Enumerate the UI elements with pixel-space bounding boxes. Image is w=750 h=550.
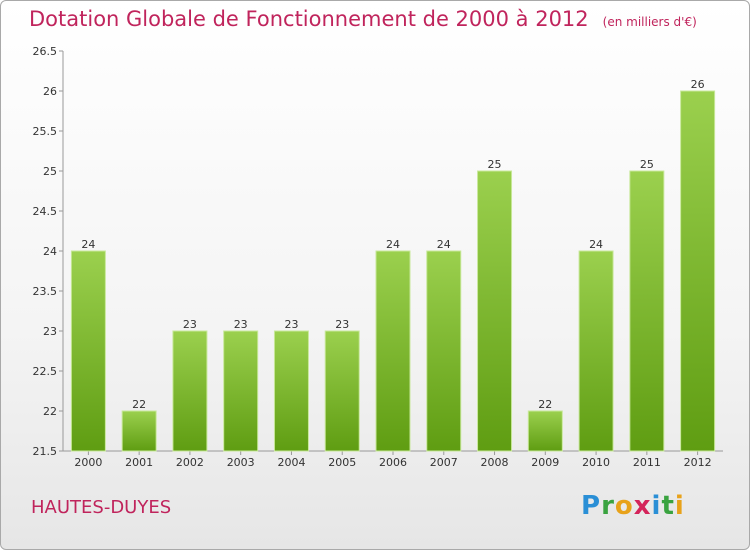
bar [477,170,513,452]
chart-axes: 21.5 22 22.5 23 23.5 24 24.5 25 25.5 26 26.5 2000 20… [33,45,723,469]
y-tick-label: 22 [43,405,57,418]
y-tick-label: 25 [43,165,57,178]
bar [578,250,614,452]
x-tick-label: 2012 [684,456,712,469]
x-tick-label: 2003 [227,456,255,469]
bar [273,330,309,452]
y-tick-label: 24 [43,245,57,258]
bar [680,90,716,452]
logo-letter: x [633,491,652,521]
y-tick-label: 24.5 [33,205,58,218]
data-label: 23 [335,318,349,331]
data-label: 24 [386,238,400,251]
x-tick-label: 2010 [582,456,610,469]
bar [324,330,360,452]
bar [70,250,106,452]
chart-bars: 24 22 23 23 23 23 24 24 25 22 24 25 26 [70,78,716,452]
x-tick-label: 2009 [531,456,559,469]
chart-subtitle: (en milliers d'€) [602,15,697,29]
y-tick-label: 21.5 [33,445,58,458]
x-tick-label: 2002 [176,456,204,469]
logo-letter: t [661,491,675,521]
data-label: 24 [81,238,95,251]
data-label: 25 [640,158,654,171]
logo-letter: i [651,491,662,521]
chart-title: Dotation Globale de Fonctionnement de 20… [29,7,697,31]
x-tick-label: 2001 [125,456,153,469]
data-label: 23 [183,318,197,331]
bar [426,250,462,452]
y-tick-label: 23 [43,325,57,338]
bar [375,250,411,452]
bar [223,330,259,452]
bar [527,410,563,452]
y-tick-label: 26 [43,85,57,98]
x-tick-label: 2005 [328,456,356,469]
commune-name: HAUTES-DUYES [31,497,172,518]
x-tick-label: 2004 [277,456,305,469]
data-label: 24 [437,238,451,251]
proxiti-logo: Proxiti [581,491,685,521]
y-tick-label: 26.5 [33,45,58,58]
logo-letter: P [581,491,602,521]
logo-letter: o [614,491,634,521]
data-label: 22 [132,398,146,411]
y-tick-label: 22.5 [33,365,58,378]
bar [629,170,665,452]
data-label: 23 [284,318,298,331]
chart-title-text: Dotation Globale de Fonctionnement de 20… [29,7,589,31]
y-tick-label: 23.5 [33,285,58,298]
data-label: 25 [488,158,502,171]
logo-letter: i [674,491,685,521]
x-tick-label: 2011 [633,456,661,469]
x-tick-label: 2000 [74,456,102,469]
bar [172,330,208,452]
data-label: 22 [538,398,552,411]
x-tick-label: 2006 [379,456,407,469]
x-tick-label: 2007 [430,456,458,469]
logo-letter: r [601,491,615,521]
x-tick-label: 2008 [481,456,509,469]
bar [121,410,157,452]
data-label: 26 [691,78,705,91]
y-tick-label: 25.5 [33,125,58,138]
data-label: 23 [234,318,248,331]
data-label: 24 [589,238,603,251]
